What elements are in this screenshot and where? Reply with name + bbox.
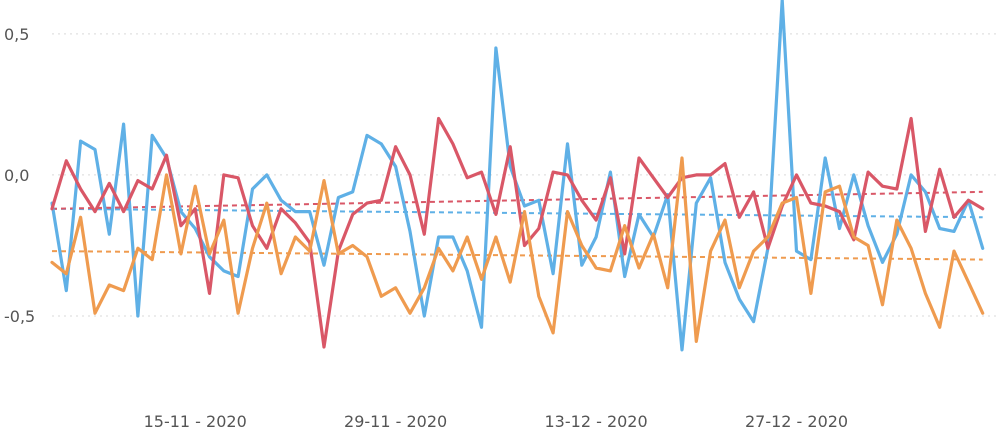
x-tick-label: 27-12 - 2020: [745, 412, 848, 431]
x-tick-label: 13-12 - 2020: [545, 412, 648, 431]
x-tick-label: 15-11 - 2020: [144, 412, 247, 431]
x-axis-tick-labels: 15-11 - 2020 29-11 - 2020 13-12 - 2020 27-1…: [144, 412, 849, 431]
trend-line-1: [51, 190, 983, 210]
y-axis-tick-labels: 0,5 0,0 -0,5: [4, 25, 35, 326]
series-line-1: [50, 116, 985, 349]
trend-line-0: [51, 207, 983, 219]
x-tick-label: 29-11 - 2020: [344, 412, 447, 431]
series-line-2: [50, 156, 985, 343]
gridlines: [52, 33, 997, 317]
y-tick-label: 0,0: [4, 166, 29, 185]
y-tick-label: 0,5: [4, 25, 29, 44]
y-tick-label: -0,5: [4, 307, 35, 326]
data-series: [50, 0, 985, 352]
